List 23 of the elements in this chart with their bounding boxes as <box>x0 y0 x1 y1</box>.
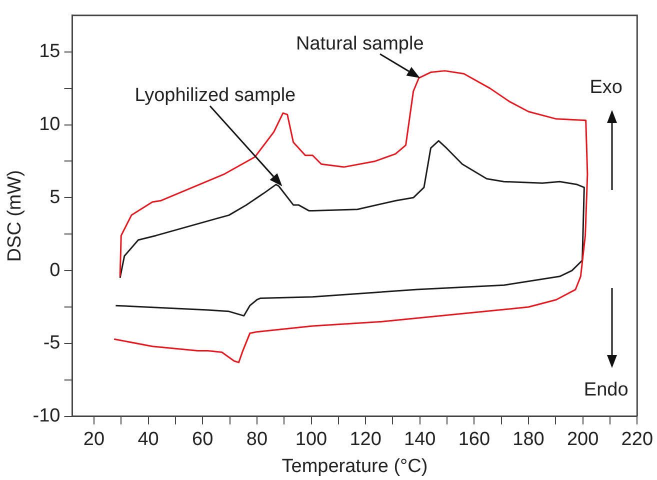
x-tick-label: 40 <box>138 429 159 450</box>
annotation: Exo <box>590 76 622 98</box>
y-tick-label: 5 <box>50 186 60 208</box>
annotation: Lyophilized sample <box>134 84 296 106</box>
x-tick-label: 160 <box>458 429 490 450</box>
annotation: Endo <box>584 380 628 401</box>
y-tick-label: -5 <box>43 332 60 354</box>
x-tick-label: 140 <box>404 429 436 450</box>
x-tick-label: 120 <box>350 429 382 450</box>
x-tick-label: 100 <box>295 429 328 450</box>
x-tick-label: 20 <box>83 429 105 450</box>
y-tick-label: 10 <box>39 114 60 135</box>
x-tick-label: 80 <box>246 429 268 450</box>
y-axis-title: DSC (mW) <box>4 170 26 262</box>
x-tick-label: 220 <box>621 429 653 450</box>
x-tick-label: 60 <box>192 429 214 450</box>
y-tick-label: 0 <box>50 260 60 281</box>
x-tick-label: 180 <box>512 429 544 450</box>
annotation: Natural sample <box>296 33 424 54</box>
x-axis-title: Temperature (°C) <box>282 456 428 477</box>
y-tick-label: 15 <box>39 41 60 62</box>
x-tick-label: 200 <box>566 429 599 450</box>
y-tick-label: -10 <box>32 406 60 427</box>
